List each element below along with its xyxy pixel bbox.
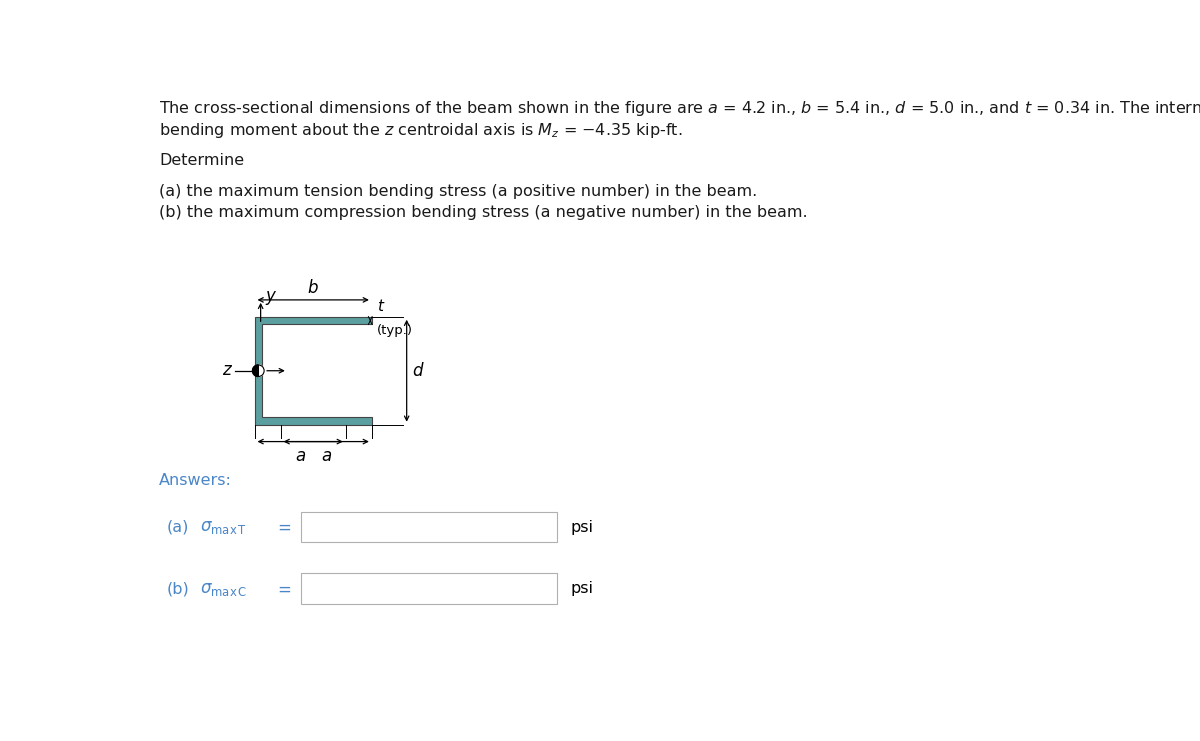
- Text: (b) the maximum compression bending stress (a negative number) in the beam.: (b) the maximum compression bending stre…: [160, 205, 808, 220]
- Text: Answers:: Answers:: [160, 473, 232, 488]
- Text: $z$: $z$: [222, 361, 233, 379]
- Text: $t$: $t$: [377, 298, 385, 313]
- Text: $a$: $a$: [320, 447, 331, 465]
- Polygon shape: [258, 365, 264, 376]
- Text: Determine: Determine: [160, 153, 245, 167]
- Text: bending moment about the $z$ centroidal axis is $M_z$ = −4.35 kip-ft.: bending moment about the $z$ centroidal …: [160, 122, 683, 140]
- Text: $\sigma_{\mathrm{max\,C}}$: $\sigma_{\mathrm{max\,C}}$: [200, 579, 247, 598]
- Text: psi: psi: [571, 519, 594, 534]
- Text: $=$: $=$: [274, 518, 292, 536]
- Text: (b): (b): [167, 581, 190, 597]
- Text: psi: psi: [571, 581, 594, 597]
- Text: $b$: $b$: [307, 279, 319, 297]
- Text: (typ.): (typ.): [377, 325, 413, 337]
- Bar: [301, 511, 557, 542]
- Text: (a) the maximum tension bending stress (a positive number) in the beam.: (a) the maximum tension bending stress (…: [160, 185, 757, 199]
- Polygon shape: [254, 317, 372, 425]
- Text: The cross-sectional dimensions of the beam shown in the figure are $a$ = 4.2 in.: The cross-sectional dimensions of the be…: [160, 99, 1200, 118]
- Text: $=$: $=$: [274, 579, 292, 598]
- Text: (a): (a): [167, 519, 190, 534]
- Text: $a$: $a$: [295, 447, 306, 465]
- Text: $y$: $y$: [265, 288, 277, 307]
- Polygon shape: [252, 365, 258, 376]
- Bar: [301, 574, 557, 604]
- Text: $d$: $d$: [412, 362, 425, 379]
- Text: $\sigma_{\mathrm{max\,T}}$: $\sigma_{\mathrm{max\,T}}$: [200, 518, 247, 536]
